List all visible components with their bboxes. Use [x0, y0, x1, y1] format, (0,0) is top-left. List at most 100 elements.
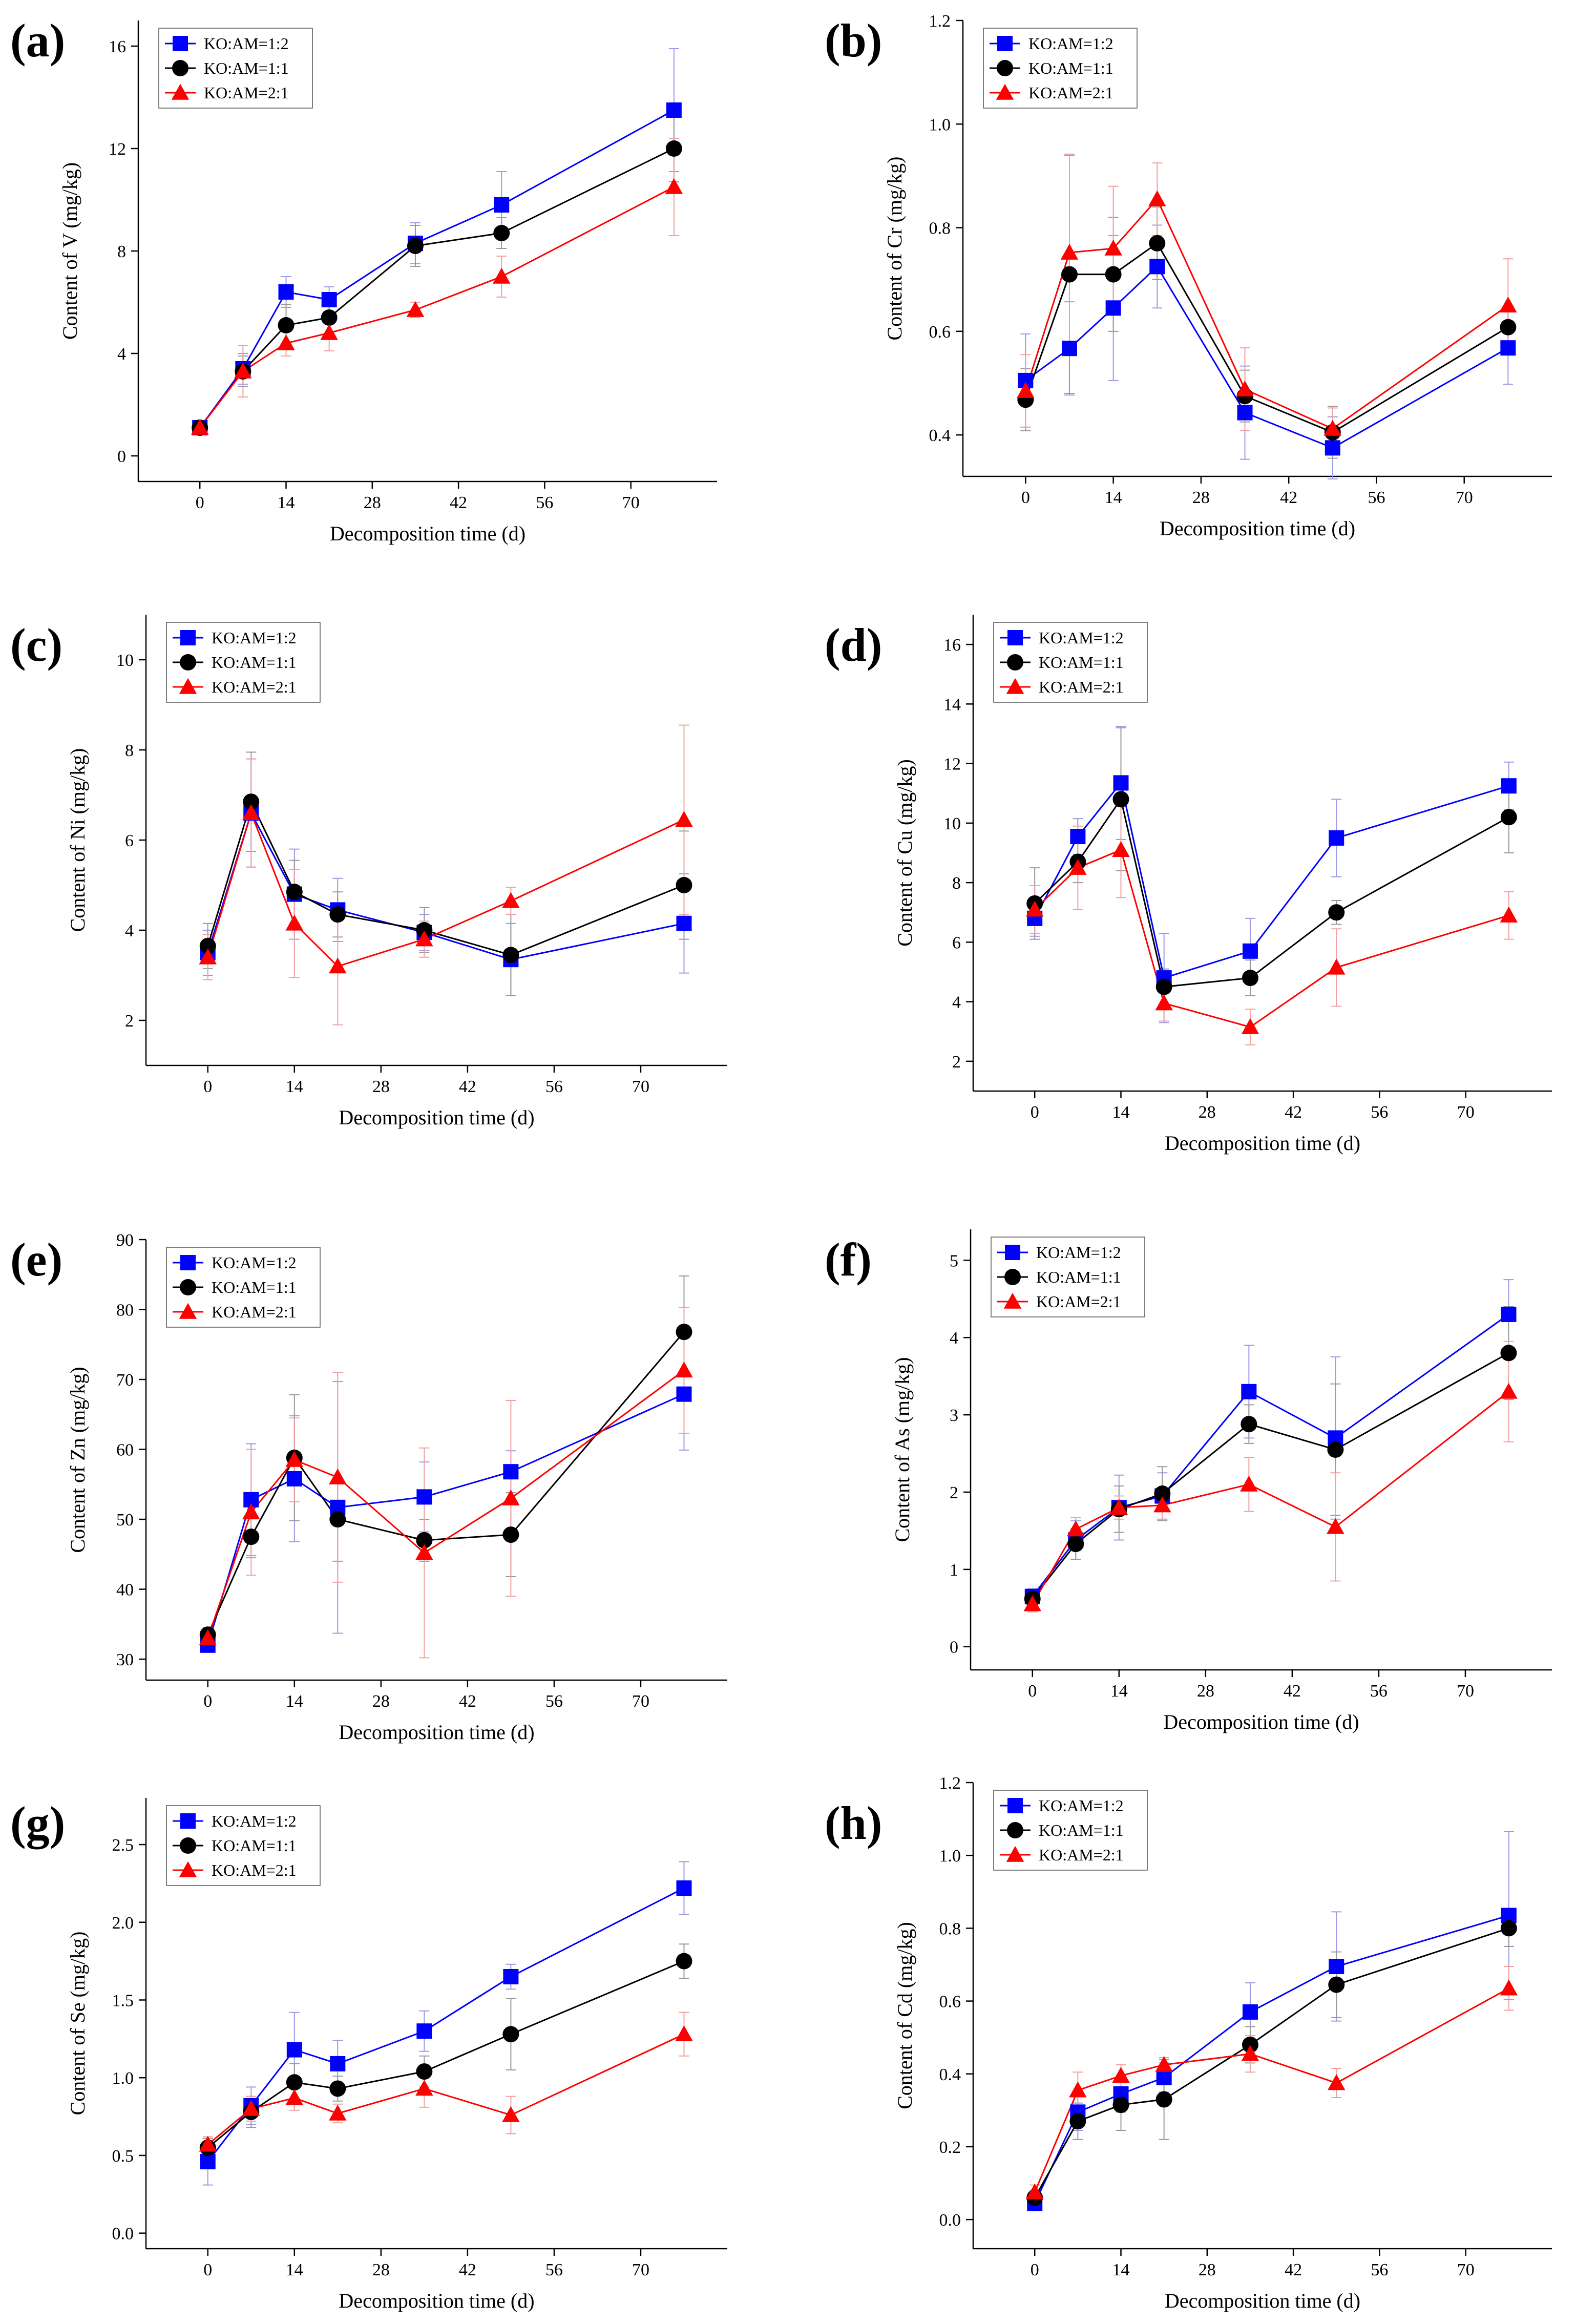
y-tick-label: 0.4 [929, 426, 951, 445]
legend-marker [1007, 1798, 1023, 1813]
x-tick-label: 42 [1280, 488, 1297, 507]
x-axis-label: Decomposition time (d) [1160, 517, 1355, 540]
y-tick-label: 0 [950, 1638, 958, 1657]
x-tick-label: 56 [545, 2260, 563, 2279]
data-point [1060, 243, 1079, 260]
panel-label: (g) [10, 1797, 65, 1849]
x-axis-label: Decomposition time (d) [1165, 1132, 1360, 1155]
data-point [1067, 1520, 1085, 1537]
x-axis-label: Decomposition time (d) [330, 522, 526, 545]
legend-entry: KO:AM=2:1 [212, 1861, 297, 1879]
y-tick-label: 0.8 [939, 1919, 961, 1938]
data-point [1110, 1498, 1128, 1515]
y-tick-label: 70 [116, 1371, 134, 1390]
data-point [286, 2074, 303, 2091]
data-point [1500, 1345, 1517, 1362]
y-tick-label: 1.2 [939, 1774, 961, 1793]
x-tick-label: 14 [278, 493, 295, 512]
y-tick-label: 1.0 [939, 1847, 961, 1866]
y-tick-label: 4 [952, 993, 961, 1012]
data-point [493, 225, 510, 241]
data-point [1153, 1496, 1171, 1513]
data-point [1500, 1979, 1518, 1996]
data-point [1105, 266, 1122, 283]
legend-entry: KO:AM=1:1 [1039, 1821, 1124, 1839]
data-point [234, 362, 252, 379]
data-point [665, 140, 682, 157]
data-point [1500, 1383, 1518, 1399]
data-point [1500, 809, 1517, 826]
data-point [329, 957, 347, 974]
data-point [1017, 382, 1035, 398]
x-tick-label: 70 [632, 1692, 649, 1711]
data-point [199, 1629, 217, 1645]
chart-panel-g: (g) 0 14 28 42 56 70 0.0 0.5 1.0 1.5 2.0 2.5 Decompos… [10, 1797, 727, 2312]
y-axis-label: Content of Cu (mg/kg) [893, 759, 916, 947]
x-tick-label: 28 [1199, 2260, 1216, 2279]
legend-entry: KO:AM=1:2 [212, 629, 297, 647]
x-tick-label: 56 [545, 1077, 563, 1096]
series-line [1032, 1391, 1509, 1605]
data-point [1155, 2056, 1173, 2072]
data-point [676, 1386, 692, 1402]
series-line [199, 186, 675, 428]
y-tick-label: 0 [117, 447, 126, 466]
y-tick-label: 2 [950, 1483, 958, 1502]
legend-marker [1007, 1822, 1023, 1838]
x-tick-label: 0 [203, 2260, 212, 2279]
y-tick-label: 1.0 [112, 2069, 134, 2088]
data-point [1069, 2081, 1087, 2098]
y-tick-label: 0.6 [939, 1993, 961, 2012]
legend-marker [179, 1861, 197, 1877]
x-tick-label: 0 [1021, 488, 1030, 507]
data-point [416, 2023, 432, 2039]
data-point [416, 1532, 433, 1548]
x-axis-label: Decomposition time (d) [1165, 2289, 1360, 2312]
data-point [502, 2026, 519, 2043]
data-point [676, 1880, 692, 1896]
legend-marker [1007, 630, 1023, 645]
data-point [1155, 2091, 1172, 2108]
x-tick-label: 70 [1457, 1103, 1475, 1122]
data-point [675, 2025, 693, 2042]
legend-entry: KO:AM=2:1 [1028, 83, 1113, 102]
data-point [1241, 1384, 1257, 1399]
legend-marker [180, 654, 196, 671]
data-point [200, 2154, 216, 2170]
x-tick-label: 28 [1197, 1682, 1214, 1701]
x-tick-label: 14 [1110, 1682, 1128, 1701]
x-tick-label: 28 [372, 1692, 390, 1711]
y-tick-label: 0.5 [112, 2147, 134, 2166]
data-point [320, 324, 338, 340]
y-tick-label: 16 [109, 37, 126, 56]
series-line [1032, 1313, 1509, 1597]
x-tick-label: 14 [1105, 488, 1122, 507]
y-tick-label: 14 [943, 695, 961, 714]
data-point [242, 1503, 260, 1520]
data-point [1241, 2045, 1259, 2061]
legend-entry: KO:AM=1:1 [1036, 1268, 1121, 1286]
legend-marker [179, 678, 197, 694]
data-point [1113, 775, 1129, 791]
data-point [1500, 340, 1516, 356]
y-axis-label: Content of As (mg/kg) [891, 1357, 914, 1542]
y-tick-label: 60 [116, 1441, 134, 1460]
legend-marker [997, 60, 1013, 76]
legend-marker [1006, 678, 1024, 694]
x-tick-label: 70 [622, 493, 640, 512]
chart-panel-c: (c) 0 14 28 42 56 70 2 4 6 8 10 Decomposition time (… [10, 615, 727, 1129]
panel-label: (d) [825, 619, 882, 671]
data-point [285, 2089, 304, 2105]
y-axis-label: Content of Ni (mg/kg) [66, 748, 89, 932]
legend-entry: KO:AM=1:2 [1036, 1243, 1121, 1262]
chart-panel-f: (f) 0 14 28 42 56 70 0 1 2 3 4 5 Decomposition time (… [825, 1229, 1552, 1733]
data-point [277, 334, 295, 350]
x-tick-label: 70 [1457, 1682, 1474, 1701]
x-tick-label: 0 [1031, 1103, 1039, 1122]
x-tick-label: 14 [286, 1077, 303, 1096]
series-line [1024, 198, 1509, 430]
series-line [207, 1960, 685, 2148]
series-line [1034, 797, 1509, 988]
y-tick-label: 0.0 [112, 2225, 134, 2244]
chart-panel-d: (d) 0 14 28 42 56 70 2 4 6 8 10 12 14 16 Decomposition … [825, 615, 1552, 1155]
